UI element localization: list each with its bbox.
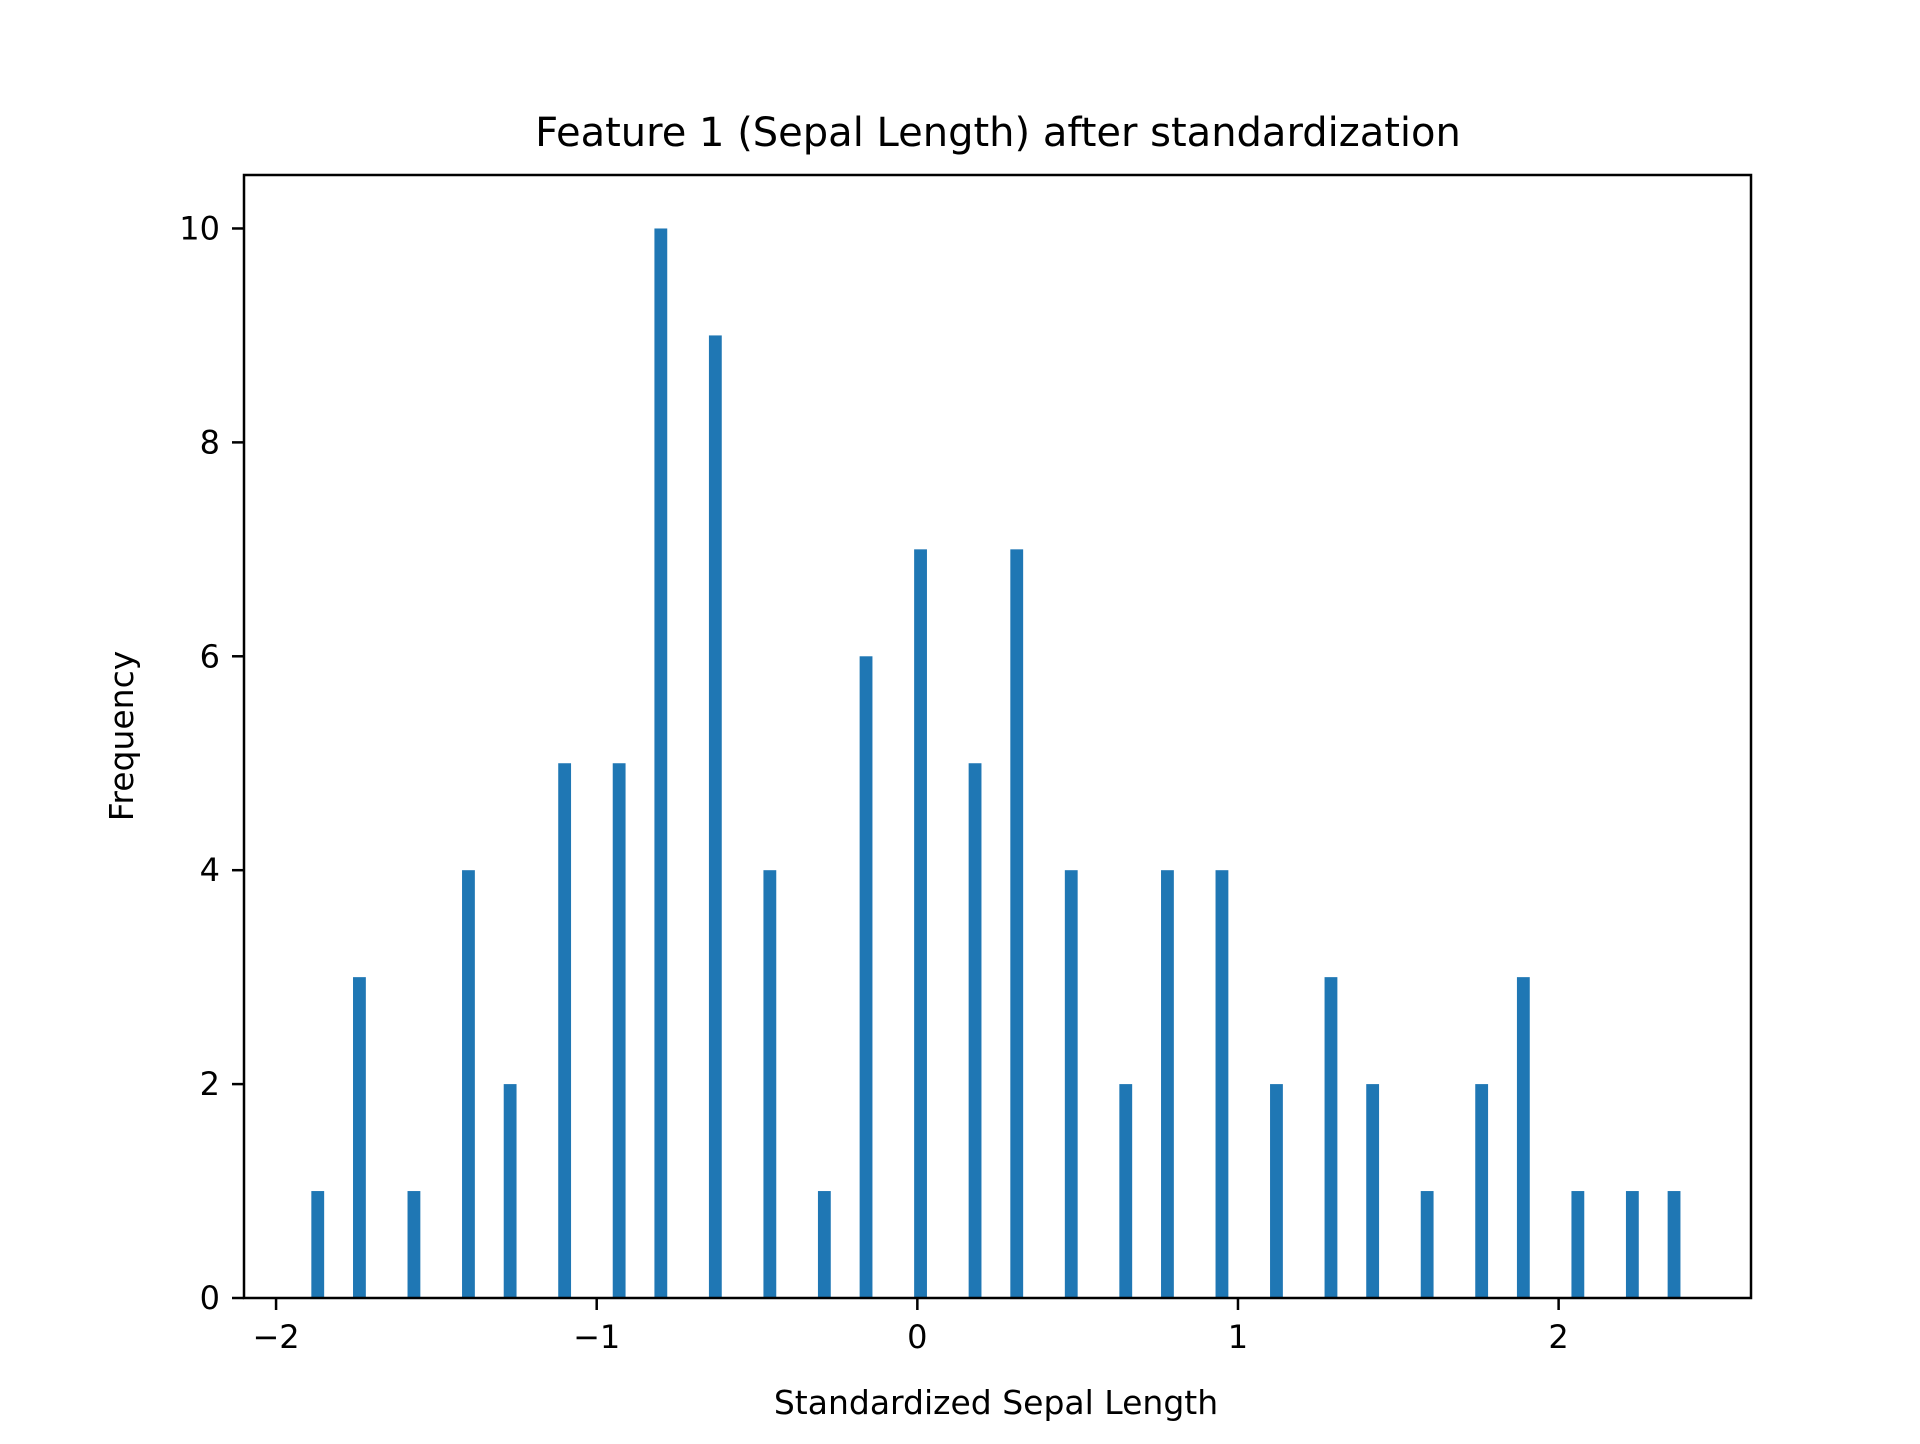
histogram-bar (353, 977, 366, 1298)
histogram-bar (1324, 977, 1338, 1298)
histogram-bar (612, 763, 626, 1298)
histogram-bar (1270, 1084, 1283, 1298)
histogram-bar (462, 870, 475, 1298)
y-axis-label: Frequency (102, 651, 141, 821)
histogram-bar (1161, 870, 1174, 1298)
histogram-bar (817, 1191, 831, 1298)
y-tick-label: 6 (200, 637, 220, 675)
x-tick-label: 2 (1548, 1318, 1568, 1356)
histogram-bar (407, 1191, 421, 1298)
histogram-bar (1667, 1191, 1681, 1298)
x-axis: −2 −1 0 1 2 (252, 1298, 1569, 1356)
histogram-bar (1366, 1084, 1380, 1298)
histogram-bar (1625, 1191, 1639, 1298)
y-tick-label: 4 (200, 851, 220, 889)
histogram-bar (1119, 1084, 1133, 1298)
histogram-bar (558, 763, 572, 1298)
x-tick-label: 1 (1228, 1318, 1248, 1356)
histogram-bar (1516, 977, 1530, 1298)
histogram-bar (654, 228, 668, 1298)
histogram-bar (311, 1191, 325, 1298)
y-axis: 0 2 4 6 8 10 (179, 209, 244, 1317)
histogram-bar (763, 870, 777, 1298)
y-tick-label: 10 (179, 209, 220, 247)
x-axis-label: Standardized Sepal Length (774, 1383, 1218, 1422)
x-tick-label: 0 (907, 1318, 927, 1356)
plot-frame (242, 173, 1753, 1300)
y-tick-label: 2 (200, 1065, 220, 1103)
histogram-bar (1215, 870, 1229, 1298)
histogram-bar (1475, 1084, 1489, 1298)
histogram-bar (1420, 1191, 1434, 1298)
histogram-bar (859, 656, 873, 1298)
histogram-bar (968, 763, 982, 1298)
x-tick-label: −2 (252, 1318, 299, 1356)
x-tick-label: −1 (573, 1318, 620, 1356)
bars-layer (311, 228, 1681, 1298)
y-tick-label: 0 (200, 1279, 220, 1317)
y-tick-label: 8 (200, 423, 220, 461)
histogram-bar (1571, 1191, 1585, 1298)
histogram-bar (1010, 549, 1024, 1298)
histogram-bar (914, 549, 927, 1298)
histogram-bar (1064, 870, 1078, 1298)
chart-title: Feature 1 (Sepal Length) after standardi… (535, 110, 1461, 156)
histogram-bar (708, 335, 722, 1298)
histogram-bar (503, 1084, 517, 1298)
